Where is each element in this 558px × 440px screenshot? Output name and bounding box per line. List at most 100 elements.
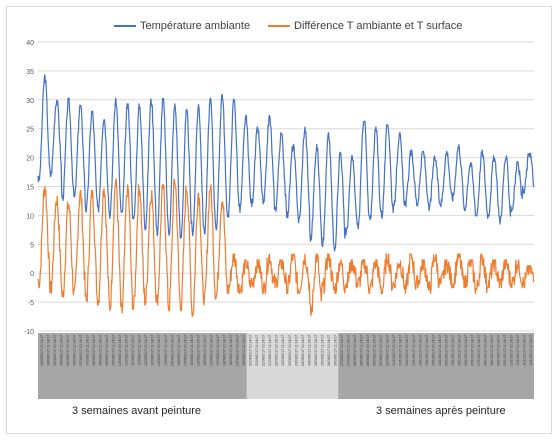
- x-tick-label: 14/09/2017 11:14:07: [177, 335, 181, 366]
- x-tick-label: 22/09/2017 00:14:07: [275, 335, 279, 366]
- y-tick-label: 15: [26, 185, 34, 192]
- x-tick-label: 10/09/2017 11:14:07: [125, 335, 129, 366]
- x-axis-region: [38, 333, 247, 399]
- y-tick-label: 10: [26, 213, 34, 220]
- x-tick-label: 16/09/2017 11:14:07: [203, 335, 207, 366]
- x-tick-label: 27/09/2017 00:14:07: [340, 335, 344, 366]
- x-tick-label: 07/09/2017 00:14:07: [79, 335, 83, 366]
- x-tick-label: 21/09/2017 11:14:07: [268, 335, 272, 366]
- x-tick-label: 08/09/2017 11:14:07: [99, 335, 103, 366]
- x-tick-label: 01/10/2017 11:14:07: [399, 335, 403, 366]
- x-tick-label: 19/09/2017 11:14:07: [242, 335, 246, 366]
- x-tick-label: 07/09/2017 11:14:07: [85, 335, 89, 366]
- x-tick-label: 29/09/2017 11:14:07: [373, 335, 377, 366]
- legend-item-temperature: Température ambiante: [114, 20, 250, 32]
- x-tick-label: 11/09/2017 00:14:07: [131, 335, 135, 366]
- y-tick-label: 30: [26, 98, 34, 105]
- x-tick-label: 09/10/2017 11:14:07: [503, 335, 507, 366]
- x-tick-label: 02/10/2017 00:14:07: [405, 335, 409, 366]
- x-tick-label: 14/09/2017 00:14:07: [170, 335, 174, 366]
- x-tick-label: 19/09/2017 00:14:07: [236, 335, 240, 366]
- y-tick-label: 0: [30, 271, 34, 278]
- x-tick-label: 03/10/2017 11:14:07: [425, 335, 429, 366]
- legend-swatch-difference: [268, 25, 290, 28]
- x-tick-label: 05/10/2017 11:14:07: [451, 335, 455, 366]
- x-tick-label: 30/09/2017 00:14:07: [379, 335, 383, 366]
- y-tick-label: 35: [26, 69, 34, 76]
- x-tick-label: 15/09/2017 00:14:07: [183, 335, 187, 366]
- x-tick-label: 04/10/2017 00:14:07: [431, 335, 435, 366]
- x-tick-label: 03/10/2017 00:14:07: [418, 335, 422, 366]
- y-tick-label: 40: [26, 40, 34, 47]
- x-tick-label: 29/09/2017 00:14:07: [366, 335, 370, 366]
- region-label-after: 3 semaines après peinture: [376, 405, 506, 417]
- x-tick-label: 16/09/2017 00:14:07: [196, 335, 200, 366]
- x-tick-label: 15/09/2017 11:14:07: [190, 335, 194, 366]
- x-tick-label: 09/09/2017 11:14:07: [112, 335, 116, 366]
- x-tick-label: 13/09/2017 11:14:07: [164, 335, 168, 366]
- series-line-temperature: [37, 74, 535, 252]
- x-tick-label: 25/09/2017 11:14:07: [320, 335, 324, 366]
- legend-swatch-temperature: [114, 25, 136, 28]
- x-tick-label: 11/10/2017 11:14:07: [529, 335, 533, 366]
- x-tick-label: 06/10/2017 11:14:07: [464, 335, 468, 366]
- x-tick-label: 20/09/2017 11:14:07: [255, 335, 259, 366]
- x-tick-label: 13/09/2017 00:14:07: [157, 335, 161, 366]
- x-tick-label: 11/09/2017 11:14:07: [138, 335, 142, 366]
- x-tick-label: 28/09/2017 00:14:07: [353, 335, 357, 366]
- x-tick-label: 22/09/2017 11:14:07: [281, 335, 285, 366]
- series-line-difference: [37, 178, 535, 318]
- x-tick-label: 24/09/2017 11:14:07: [307, 335, 311, 366]
- x-tick-label: 06/09/2017 00:14:07: [66, 335, 70, 366]
- x-tick-label: 12/09/2017 11:14:07: [151, 335, 155, 366]
- legend-label-temperature: Température ambiante: [140, 20, 251, 32]
- y-tick-label: 20: [26, 156, 34, 163]
- x-tick-label: 18/09/2017 11:14:07: [229, 335, 233, 366]
- x-axis-region: [246, 333, 339, 399]
- x-tick-label: 10/10/2017 11:14:07: [516, 335, 520, 366]
- x-tick-label: 23/09/2017 11:14:07: [294, 335, 298, 366]
- x-tick-label: 17/09/2017 00:14:07: [209, 335, 213, 366]
- x-tick-label: 05/09/2017 00:14:07: [53, 335, 57, 366]
- x-tick-label: 05/10/2017 00:14:07: [444, 335, 448, 366]
- x-tick-label: 09/09/2017 00:14:07: [105, 335, 109, 366]
- x-tick-label: 06/09/2017 11:14:07: [72, 335, 76, 366]
- x-tick-label: 07/10/2017 11:14:07: [477, 335, 481, 366]
- legend: Température ambiante Différence T ambian…: [0, 20, 558, 38]
- x-tick-label: 20/09/2017 00:14:07: [249, 335, 253, 366]
- x-tick-label: 06/10/2017 00:14:07: [457, 335, 461, 366]
- x-tick-label: 26/09/2017 11:14:07: [333, 335, 337, 366]
- x-tick-label: 02/10/2017 11:14:07: [412, 335, 416, 366]
- x-tick-label: 17/09/2017 11:14:07: [216, 335, 220, 366]
- x-tick-label: 04/09/2017 00:14:07: [40, 335, 44, 366]
- x-tick-label: 18/09/2017 00:14:07: [223, 335, 227, 366]
- x-tick-label: 08/10/2017 11:14:07: [490, 335, 494, 366]
- x-tick-label: 09/10/2017 00:14:07: [497, 335, 501, 366]
- x-tick-label: 05/09/2017 11:14:07: [59, 335, 63, 366]
- y-tick-label: 5: [30, 242, 34, 249]
- x-tick-label: 21/09/2017 00:14:07: [262, 335, 266, 366]
- x-tick-label: 08/10/2017 00:14:07: [484, 335, 488, 366]
- y-tick-label: -10: [24, 329, 34, 336]
- x-tick-label: 24/09/2017 00:14:07: [301, 335, 305, 366]
- x-tick-label: 10/10/2017 00:14:07: [510, 335, 514, 366]
- region-label-before: 3 semaines avant peinture: [72, 405, 202, 417]
- x-tick-label: 26/09/2017 00:14:07: [327, 335, 331, 366]
- x-tick-label: 25/09/2017 00:14:07: [314, 335, 318, 366]
- x-tick-label: 11/10/2017 00:14:07: [523, 335, 527, 366]
- x-tick-label: 04/09/2017 11:14:07: [46, 335, 50, 366]
- x-tick-label: 27/09/2017 11:14:07: [347, 335, 351, 366]
- x-tick-label: 12/09/2017 00:14:07: [144, 335, 148, 366]
- x-tick-label: 30/09/2017 11:14:07: [386, 335, 390, 366]
- x-tick-label: 28/09/2017 11:14:07: [360, 335, 364, 366]
- x-tick-label: 10/09/2017 00:14:07: [118, 335, 122, 366]
- x-tick-label: 23/09/2017 00:14:07: [288, 335, 292, 366]
- x-tick-label: 01/10/2017 00:14:07: [392, 335, 396, 366]
- y-tick-label: -5: [28, 300, 34, 307]
- y-tick-label: 25: [26, 127, 34, 134]
- x-tick-label: 07/10/2017 00:14:07: [471, 335, 475, 366]
- x-axis-region: [338, 333, 534, 399]
- x-tick-label: 04/10/2017 11:14:07: [438, 335, 442, 366]
- legend-item-difference: Différence T ambiante et T surface: [268, 20, 462, 32]
